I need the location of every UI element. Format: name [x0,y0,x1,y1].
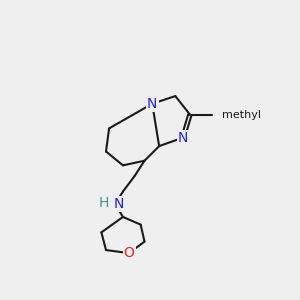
Text: H: H [98,196,109,210]
Text: methyl: methyl [221,110,260,119]
Text: N: N [147,97,158,111]
Text: O: O [124,246,134,260]
Text: N: N [178,130,188,145]
Text: N: N [114,197,124,211]
